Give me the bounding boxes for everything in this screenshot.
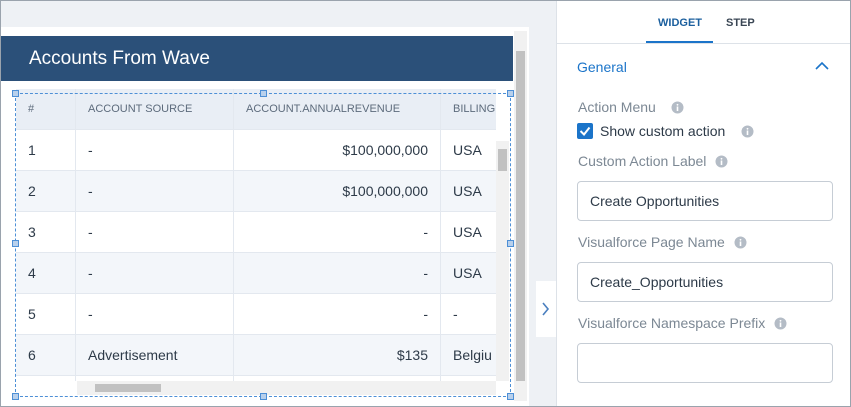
table-cell: -	[234, 253, 441, 294]
table-cell: 5	[16, 294, 76, 335]
column-header: #	[16, 89, 76, 130]
section-header[interactable]: General	[577, 59, 627, 75]
info-icon[interactable]	[774, 317, 787, 330]
table-cell: -	[76, 253, 234, 294]
info-icon[interactable]	[734, 236, 747, 249]
selection-frame	[12, 90, 514, 400]
text-input[interactable]: Create_Opportunities	[577, 262, 833, 302]
canvas-scrollbar[interactable]	[514, 31, 527, 401]
table-cell: -	[76, 130, 234, 171]
checkbox[interactable]	[577, 123, 593, 139]
field-label: Action Menu	[578, 99, 656, 115]
table-cell: -	[76, 212, 234, 253]
table-cell: 6	[16, 335, 76, 376]
table-cell: 3	[16, 212, 76, 253]
checkbox-label[interactable]: Show custom action	[600, 123, 726, 139]
table-cell: $135	[234, 335, 441, 376]
column-header: ACCOUNT.ANNUALREVENUE	[234, 89, 441, 130]
field-label: Visualforce Namespace Prefix	[578, 315, 766, 331]
table-cell: -	[441, 294, 496, 335]
table-cell: -	[234, 212, 441, 253]
table-cell: Belgiu	[441, 335, 496, 376]
table: # ACCOUNT SOURCE ACCOUNT.ANNUALREVENUE BILL…	[16, 89, 496, 381]
table-cell: -	[76, 171, 234, 212]
table-cell: USA	[441, 212, 496, 253]
widget-title: Accounts From Wave	[1, 36, 513, 81]
column-header: BILLING C	[441, 89, 496, 130]
table-cell: -	[234, 294, 441, 335]
table-cell: -	[76, 294, 234, 335]
table-cell: USA	[441, 253, 496, 294]
field-label: Custom Action Label	[578, 153, 707, 169]
table-cell: 1	[16, 130, 76, 171]
field-label: Visualforce Page Name	[578, 234, 725, 250]
tab-step[interactable]: STEP	[726, 17, 755, 29]
table-cell: $100,000,000	[234, 171, 441, 212]
table-cell: Advertisement	[76, 335, 234, 376]
table-cell: 2	[16, 171, 76, 212]
table-cell: 4	[16, 253, 76, 294]
column-header: ACCOUNT SOURCE	[76, 89, 234, 130]
text-input[interactable]: Create Opportunities	[577, 181, 833, 221]
collapse-button[interactable]	[536, 281, 556, 337]
text-input[interactable]	[577, 343, 833, 383]
table-cell: USA	[441, 130, 496, 171]
properties-panel: WIDGET STEP General Action Menu Show cus…	[556, 1, 850, 406]
table-cell: $100,000,000	[234, 130, 441, 171]
tab-widget[interactable]: WIDGET	[658, 17, 702, 29]
info-icon[interactable]	[715, 155, 728, 168]
table-v-scrollbar[interactable]	[496, 141, 509, 381]
table-cell: 7	[16, 376, 76, 381]
table-h-scrollbar[interactable]	[77, 381, 496, 395]
table-cell	[234, 376, 441, 381]
table-cell: USA	[441, 171, 496, 212]
table-cell	[76, 376, 234, 381]
table-cell	[441, 376, 496, 381]
